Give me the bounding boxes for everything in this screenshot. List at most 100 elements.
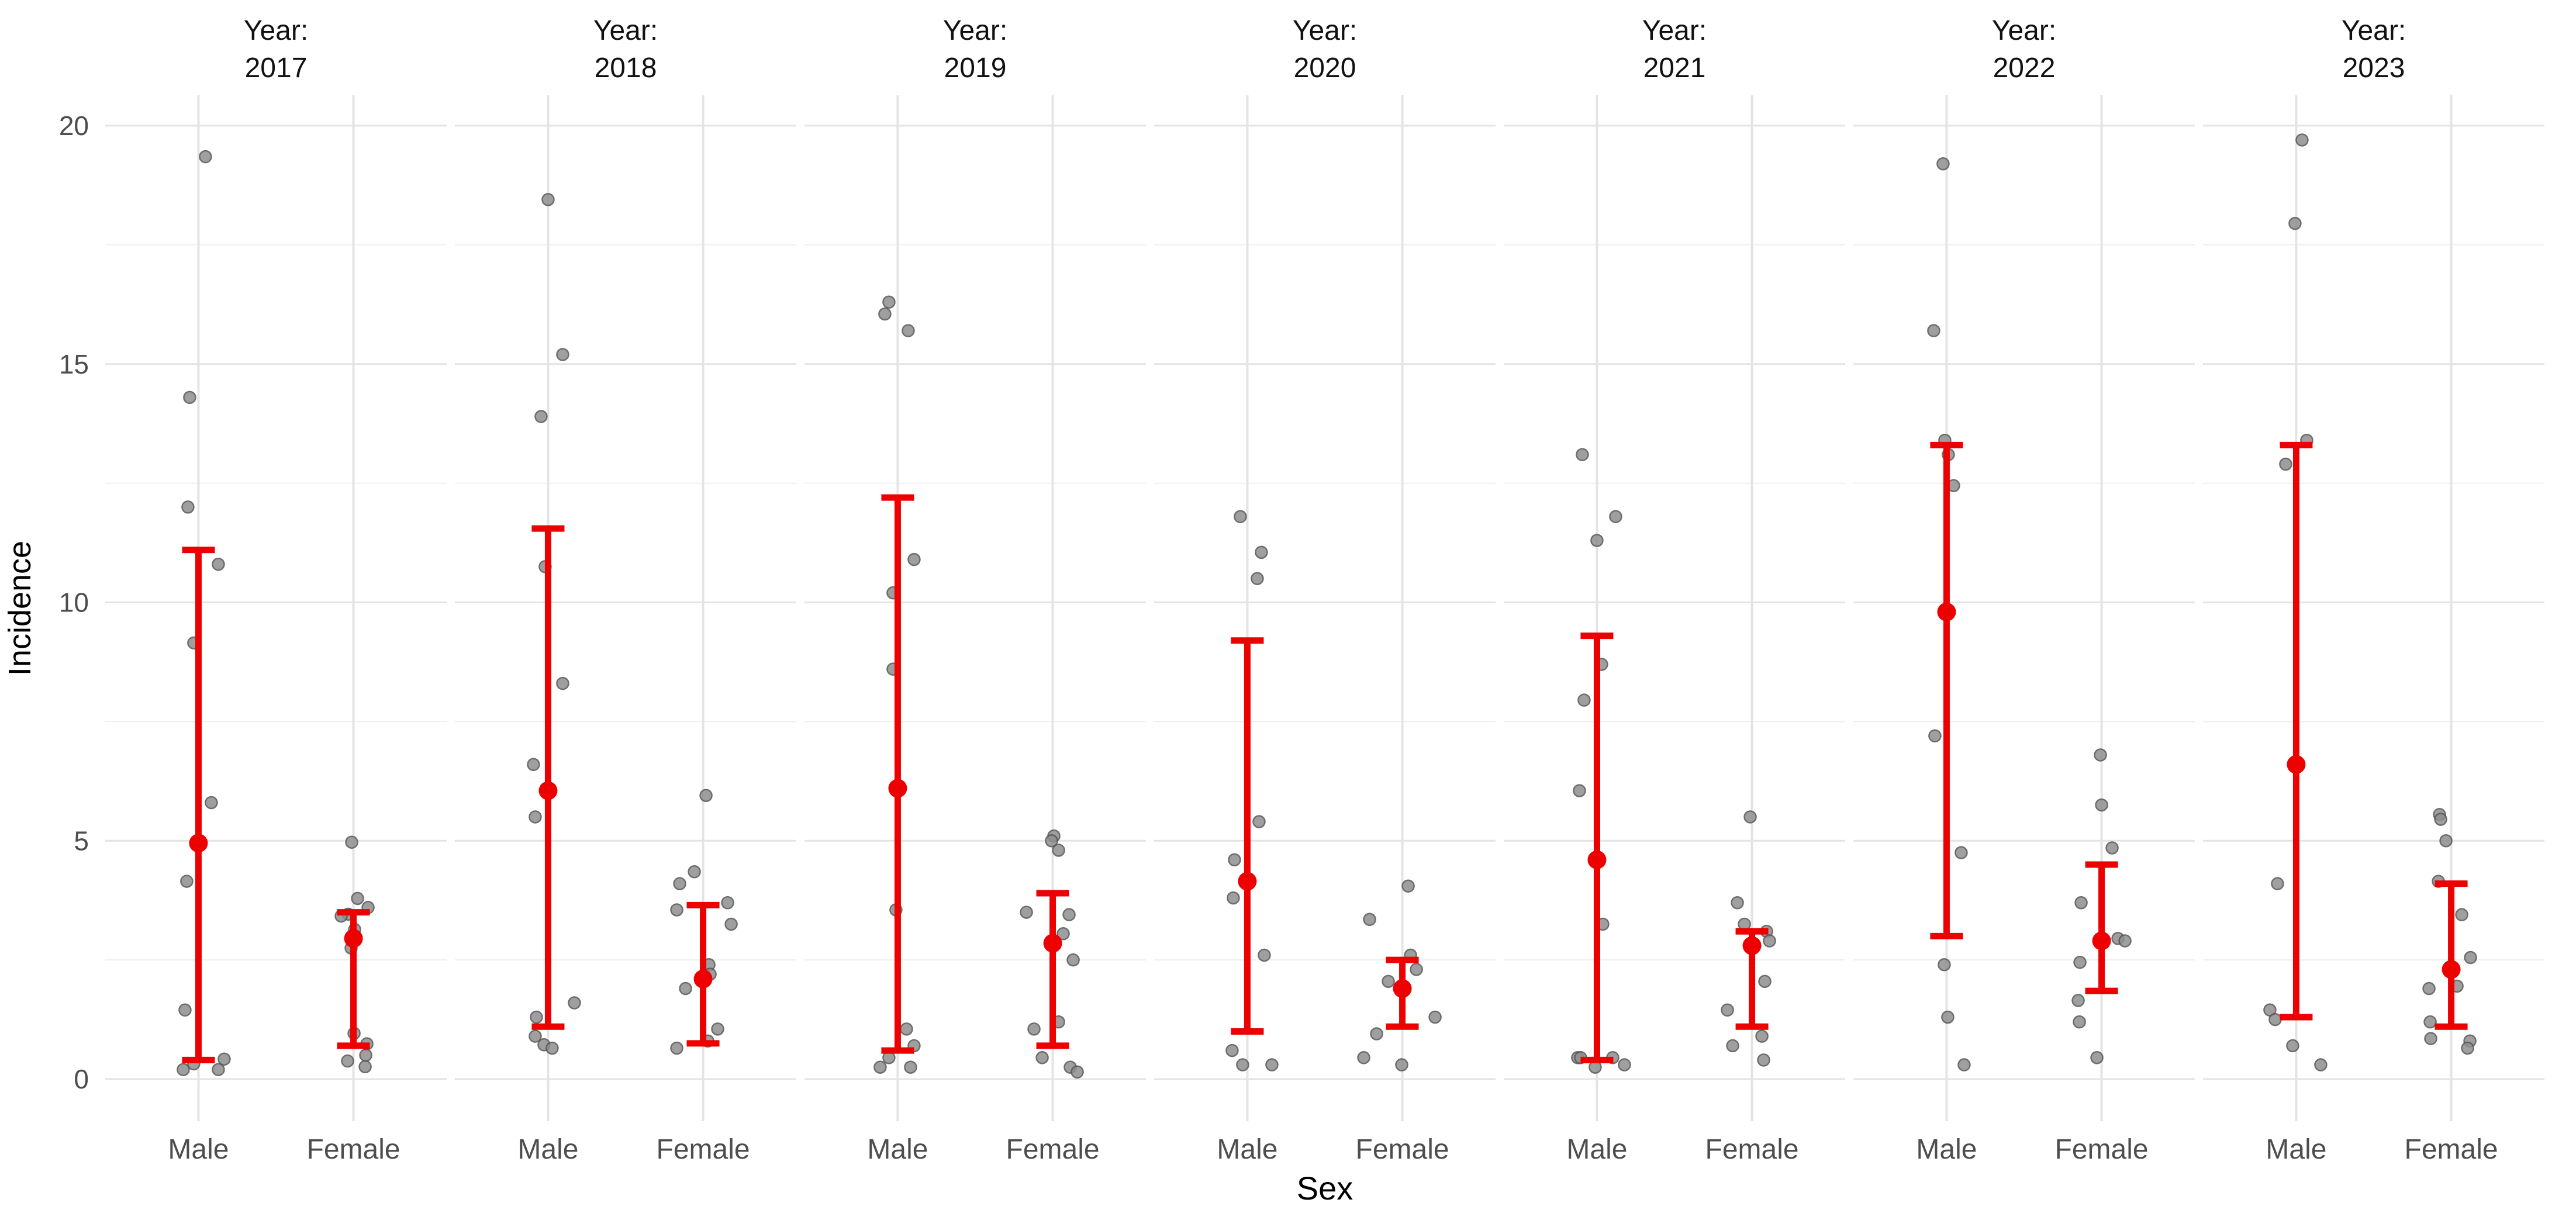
jitter-point xyxy=(1763,934,1776,948)
strip-label-prefix: Year: xyxy=(593,15,658,46)
jitter-point xyxy=(178,1003,192,1017)
jitter-point xyxy=(2424,1032,2437,1045)
facet-panel-2023: Year: 2023 Male Female xyxy=(2203,15,2544,1165)
mean-point xyxy=(344,929,363,948)
jitter-point xyxy=(1045,834,1058,848)
pointrange-female xyxy=(2435,880,2468,1030)
jitter-point xyxy=(1062,908,1076,921)
y-tick-label: 15 xyxy=(59,349,89,379)
jitter-point xyxy=(1936,157,1950,171)
jitter-point xyxy=(556,348,569,361)
jitter-point xyxy=(345,835,358,849)
mean-point xyxy=(693,969,713,988)
x-axis-title: Sex xyxy=(1297,1170,1353,1207)
pointrange-male xyxy=(1930,441,1963,939)
jitter-point xyxy=(673,877,686,890)
mean-point xyxy=(1238,872,1257,891)
y-tick-label: 10 xyxy=(59,587,89,618)
pointrange-female xyxy=(2085,861,2118,994)
jitter-point xyxy=(1258,948,1271,962)
jitter-point xyxy=(1726,1039,1739,1053)
jitter-point xyxy=(341,1054,354,1068)
mean-point xyxy=(888,779,907,798)
jitter-point xyxy=(1941,1010,1955,1024)
jitter-point xyxy=(212,1063,225,1076)
jitter-point xyxy=(2314,1058,2328,1072)
strip-label-prefix: Year: xyxy=(244,15,308,46)
jitter-point xyxy=(534,410,548,423)
jitter-point xyxy=(2118,934,2132,948)
jitter-point xyxy=(1370,1027,1383,1041)
jitter-point xyxy=(1410,963,1423,976)
mean-point xyxy=(1393,979,1412,998)
jitter-point xyxy=(2095,798,2108,812)
jitter-point xyxy=(541,193,555,206)
jitter-point xyxy=(878,307,892,321)
jitter-point xyxy=(1590,534,1604,547)
strip-label-prefix: Year: xyxy=(1642,15,1707,46)
jitter-point xyxy=(527,758,540,772)
jitter-point xyxy=(1382,974,1395,988)
x-tick-label: Female xyxy=(1006,1134,1100,1165)
jitter-point xyxy=(721,896,734,910)
jitter-point xyxy=(1395,1058,1408,1072)
jitter-point xyxy=(1757,1053,1770,1067)
jitter-point xyxy=(359,1048,372,1062)
jitter-point xyxy=(1955,846,1968,859)
jitter-point xyxy=(1265,1058,1279,1072)
jitter-point xyxy=(1938,958,1951,972)
jitter-point xyxy=(1236,1058,1249,1072)
y-axis-title: Incidence xyxy=(2,541,37,676)
jitter-point xyxy=(199,150,212,164)
facet-panel-2022: Year: 2022 Male Female xyxy=(1853,15,2195,1165)
jitter-point xyxy=(2268,1012,2282,1026)
jitter-point xyxy=(1576,448,1589,461)
jitter-point xyxy=(1731,896,1744,910)
jitter-point xyxy=(2423,1015,2437,1029)
x-tick-label: Female xyxy=(2055,1134,2149,1165)
jitter-point xyxy=(688,865,701,879)
pointrange-male xyxy=(1580,632,1614,1063)
jitter-point xyxy=(1573,784,1586,797)
jitter-point xyxy=(1255,545,1268,559)
mean-point xyxy=(2092,931,2111,951)
jitter-point xyxy=(679,981,692,996)
jitter-point xyxy=(882,295,896,309)
jitter-point xyxy=(1758,974,1772,988)
mean-point xyxy=(2287,755,2306,774)
jitter-point xyxy=(2286,1039,2299,1053)
jitter-point xyxy=(1618,1058,1631,1072)
jitter-point xyxy=(545,1041,559,1055)
jitter-point xyxy=(1609,510,1622,523)
jitter-point xyxy=(351,891,364,905)
jitter-point xyxy=(1428,1010,1442,1024)
jitter-point xyxy=(358,1060,372,1074)
pointrange-male xyxy=(531,525,565,1030)
x-tick-label: Female xyxy=(1705,1134,1799,1165)
jitter-point xyxy=(873,1060,887,1074)
strip-label-prefix: Year: xyxy=(1293,15,1357,46)
jitter-point xyxy=(1357,1051,1370,1064)
jitter-point xyxy=(530,1010,543,1024)
pointrange-male xyxy=(1231,637,1264,1035)
jitter-point xyxy=(217,1052,231,1066)
jitter-point xyxy=(1252,815,1266,828)
strip-label-year: 2020 xyxy=(1294,53,1356,84)
facet-panel-2020: Year: 2020 Male Female xyxy=(1154,15,1496,1165)
strip-label-year: 2023 xyxy=(2343,53,2405,84)
pointrange-female xyxy=(1036,890,1069,1049)
mean-point xyxy=(538,781,558,800)
jitter-point xyxy=(2073,955,2087,969)
jitter-point xyxy=(180,875,194,888)
strip-label-prefix: Year: xyxy=(2342,15,2406,46)
mean-point xyxy=(2442,960,2461,979)
facet-panel-2017: Year: 2017 Male Female xyxy=(105,15,447,1165)
mean-point xyxy=(1043,934,1062,953)
jitter-point xyxy=(2288,216,2302,230)
jitter-point xyxy=(2295,133,2309,147)
jitter-point xyxy=(1928,729,1942,743)
jitter-point xyxy=(556,676,569,690)
jitter-point xyxy=(2279,457,2292,471)
